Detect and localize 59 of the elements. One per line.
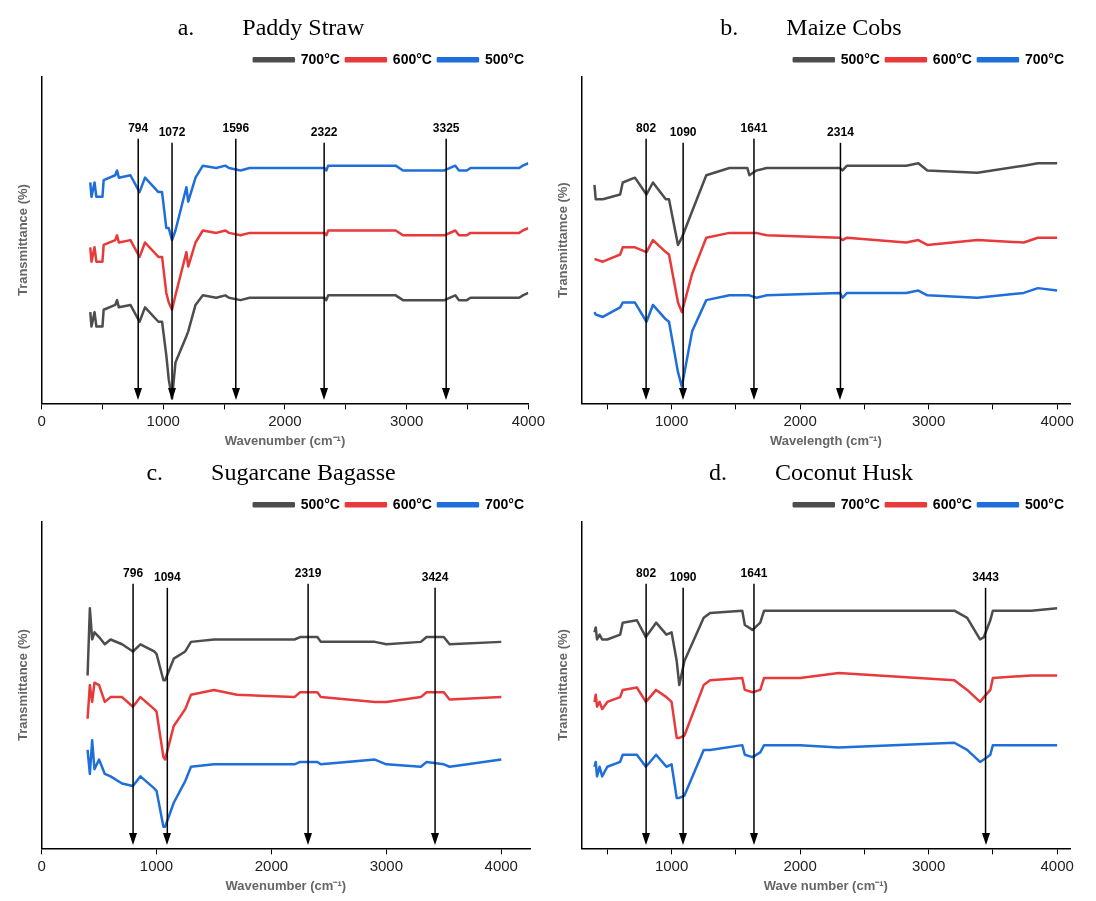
- legend-label: 500°C: [1024, 495, 1065, 512]
- ref-line-label: 3325: [432, 121, 460, 136]
- x-tick-label: 4000: [1040, 856, 1074, 874]
- x-tick-label: 2000: [254, 856, 289, 874]
- ref-line-label: 3424: [421, 570, 449, 585]
- ref-line-label: 1090: [669, 570, 697, 585]
- y-axis-title: Transmittance (%): [555, 629, 571, 742]
- legend-label: 600°C: [932, 50, 972, 67]
- ref-line-label: 796: [123, 566, 144, 581]
- x-tick-label: 2000: [783, 856, 817, 874]
- x-axis-title: Wavelength (cm⁻¹): [769, 432, 882, 448]
- ref-line-label: 2322: [310, 125, 338, 140]
- x-tick-label: 1000: [146, 411, 180, 429]
- ref-line-label: 802: [636, 566, 657, 581]
- ref-line-label: 2314: [827, 125, 855, 140]
- ref-line-label: 802: [636, 121, 657, 136]
- x-axis-title: Wave number (cm⁻¹): [763, 877, 888, 893]
- y-axis-title: Transmittance (%): [15, 629, 31, 742]
- ref-line-label: 1641: [740, 566, 768, 581]
- legend-label: 700°C: [1024, 50, 1065, 67]
- x-tick-label: 0: [37, 856, 46, 874]
- ref-line-label: 2319: [294, 566, 322, 581]
- ref-line-label: 1596: [222, 121, 250, 136]
- legend-label: 700°C: [840, 495, 880, 512]
- ref-line-label: 1072: [158, 125, 186, 140]
- legend-label: 600°C: [392, 50, 432, 67]
- x-axis-title: Wavenumber (cm⁻¹): [224, 432, 346, 448]
- ref-line-label: 794: [128, 121, 149, 136]
- x-tick-label: 0: [37, 411, 46, 429]
- legend-label: 500°C: [484, 50, 525, 67]
- legend-label: 700°C: [484, 495, 525, 512]
- y-axis-title: Transmittance (%): [15, 184, 31, 297]
- chart-title: b. Maize Cobs: [720, 13, 902, 40]
- x-tick-label: 2000: [783, 411, 817, 429]
- x-tick-label: 3000: [369, 856, 404, 874]
- x-tick-label: 4000: [511, 411, 545, 429]
- ref-line-label: 1090: [669, 125, 697, 140]
- ref-line-label: 1094: [153, 570, 181, 585]
- y-axis-title: Transmittamce (%): [555, 182, 571, 298]
- x-tick-label: 3000: [389, 411, 424, 429]
- x-tick-label: 1000: [654, 411, 689, 429]
- legend-label: 700°C: [300, 50, 340, 67]
- x-axis-title: Wavenumber (cm⁻¹): [225, 877, 347, 893]
- chart-title: c. Sugarcane Bagasse: [146, 458, 396, 485]
- x-tick-label: 4000: [1040, 411, 1074, 429]
- x-tick-label: 3000: [911, 856, 946, 874]
- legend-label: 500°C: [300, 495, 340, 512]
- ref-line-label: 3443: [972, 570, 1000, 585]
- x-tick-label: 2000: [268, 411, 302, 429]
- x-tick-label: 1000: [654, 856, 689, 874]
- chart-title: a. Paddy Straw: [177, 13, 365, 40]
- legend-label: 600°C: [932, 495, 972, 512]
- x-tick-label: 3000: [911, 411, 946, 429]
- chart-title: d. Coconut Husk: [709, 458, 913, 485]
- x-tick-label: 1000: [139, 856, 174, 874]
- ref-line-label: 1641: [740, 121, 768, 136]
- x-tick-label: 4000: [484, 856, 518, 874]
- legend-label: 500°C: [840, 50, 880, 67]
- legend-label: 600°C: [392, 495, 432, 512]
